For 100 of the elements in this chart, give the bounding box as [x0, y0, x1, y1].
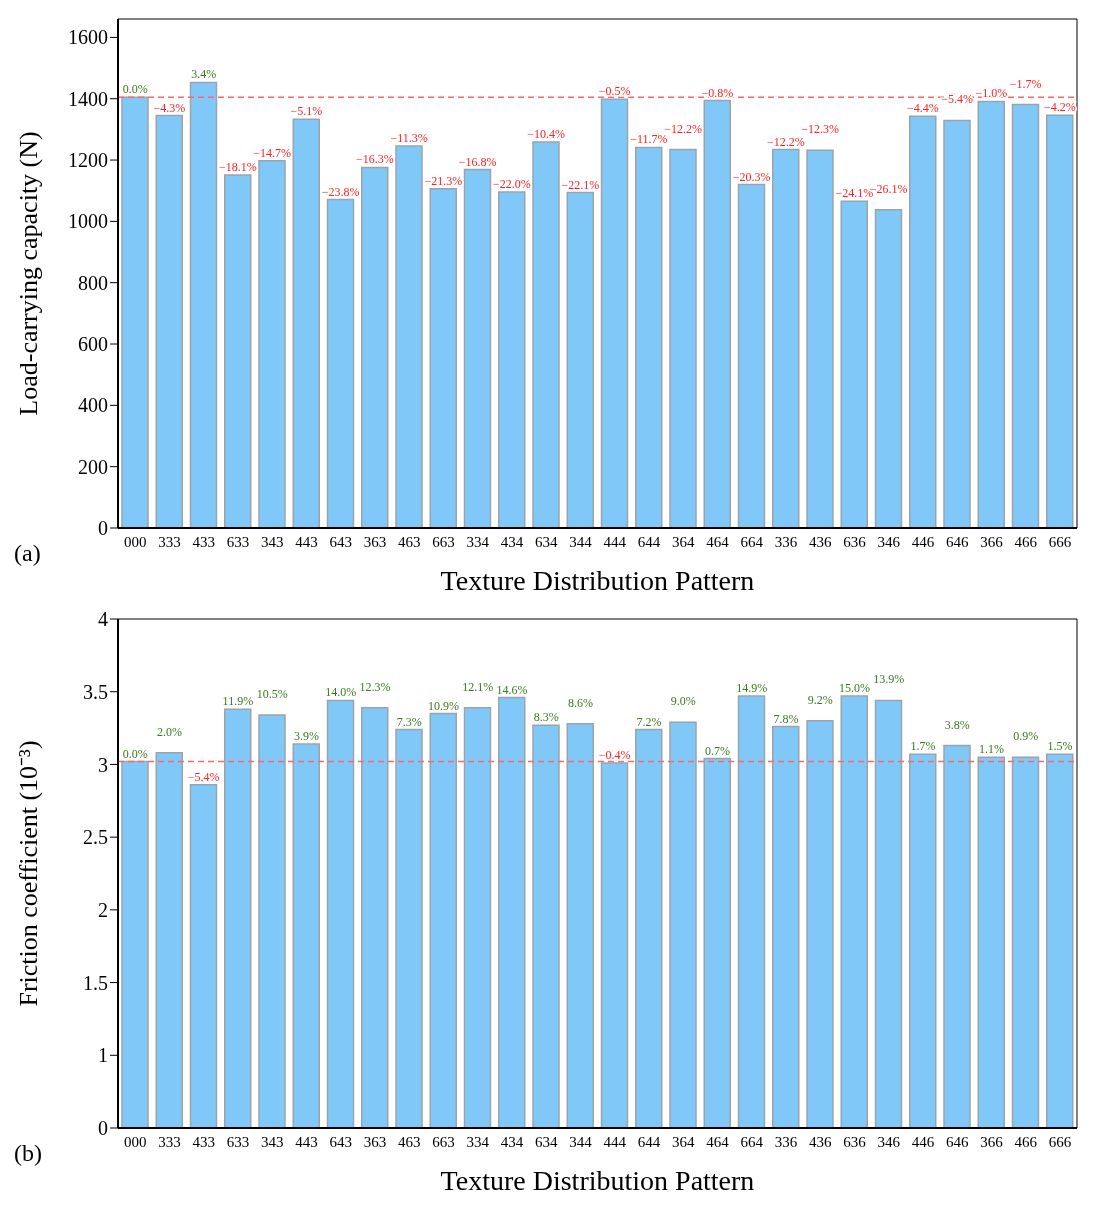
bar: [498, 191, 526, 528]
bar: [772, 148, 800, 528]
bar: [635, 146, 663, 528]
x-tick-label: 343: [260, 533, 284, 550]
y-tick-label: 400: [78, 394, 108, 417]
annotation: −16.8%: [458, 154, 497, 169]
x-tick-label: 633: [226, 533, 250, 550]
annotation: 10.9%: [427, 698, 459, 713]
x-tick-label: 364: [671, 1133, 695, 1150]
annotation: −0.8%: [701, 85, 734, 100]
y-tick-label: 1600: [68, 26, 108, 49]
annotation: −1.7%: [1009, 76, 1042, 91]
annotation: 9.0%: [670, 694, 696, 709]
annotation: 10.5%: [256, 686, 288, 701]
y-tick-label: 800: [78, 271, 108, 294]
annotation: −0.5%: [598, 84, 631, 99]
annotation: 12.1%: [462, 679, 494, 694]
annotation: 14.9%: [736, 681, 768, 696]
annotation: −0.4%: [598, 747, 631, 762]
x-tick-label: 444: [603, 533, 627, 550]
bar: [258, 159, 286, 528]
x-axis-title: Texture Distribution Pattern: [440, 1165, 755, 1196]
annotation: 8.6%: [567, 695, 593, 710]
annotation: 3.4%: [191, 67, 217, 82]
x-tick-label: 344: [569, 533, 593, 550]
bar: [121, 96, 149, 528]
x-tick-label: 446: [911, 1133, 935, 1150]
text: (b): [14, 1140, 42, 1167]
x-tick-label: 334: [466, 533, 490, 550]
x-tick-label: 634: [534, 1133, 558, 1150]
bar: [224, 174, 252, 528]
bar: [566, 191, 594, 528]
y-tick-label: 600: [78, 333, 108, 356]
annotation: 0.0%: [122, 82, 148, 97]
y-tick-label: 1: [98, 1044, 108, 1067]
x-tick-label: 636: [843, 1133, 867, 1150]
y-tick-label: 200: [78, 455, 108, 478]
bar: [326, 198, 355, 528]
annotation: −5.4%: [187, 769, 220, 784]
annotation: −5.1%: [290, 104, 323, 119]
annotation: −1.0%: [975, 86, 1008, 101]
bar: [977, 100, 1005, 528]
annotation: −22.1%: [561, 177, 600, 192]
annotation: −12.3%: [801, 122, 840, 137]
bar: [395, 145, 423, 528]
bar: [600, 98, 629, 528]
annotation: −4.2%: [1043, 100, 1076, 115]
x-tick-label: 343: [260, 1133, 284, 1150]
x-tick-label: 633: [226, 1133, 250, 1150]
bar: [292, 118, 320, 528]
annotation: −16.3%: [355, 152, 394, 167]
y-tick-label: 0: [98, 517, 108, 540]
annotation: 14.0%: [325, 685, 357, 700]
x-tick-label: 464: [706, 533, 730, 550]
x-tick-label: 000: [123, 1133, 147, 1150]
annotation: −22.0%: [492, 176, 531, 191]
bar: [429, 188, 457, 528]
x-tick-label: 436: [808, 1133, 832, 1150]
x-tick-label: 643: [329, 1133, 352, 1150]
x-tick-label: 666: [1048, 1133, 1072, 1150]
x-tick-label: 436: [808, 533, 832, 550]
annotation: 8.3%: [533, 710, 559, 725]
x-tick-label: 363: [363, 1133, 387, 1150]
bar: [943, 119, 971, 528]
annotation: 3.8%: [944, 717, 970, 732]
annotation: 1.7%: [910, 739, 936, 754]
annotation: 7.2%: [636, 714, 662, 729]
annotation: −18.1%: [218, 160, 257, 175]
x-tick-label: 434: [500, 533, 524, 550]
x-axis-title: Texture Distribution Pattern: [440, 565, 755, 596]
x-tick-label: 364: [671, 533, 695, 550]
x-tick-label: 443: [295, 533, 318, 550]
bar: [737, 183, 766, 528]
y-tick-label: 0: [98, 1117, 108, 1140]
bar: [909, 115, 937, 528]
annotation: 9.2%: [807, 692, 833, 707]
annotation: −21.3%: [424, 173, 463, 188]
x-tick-label: 433: [192, 1133, 215, 1150]
x-tick-label: 466: [1014, 533, 1038, 550]
x-tick-label: 366: [980, 1133, 1004, 1150]
x-tick-label: 646: [945, 533, 969, 550]
annotation: 14.6%: [496, 682, 528, 697]
x-tick-label: 664: [740, 1133, 764, 1150]
x-tick-label: 333: [158, 1133, 181, 1150]
annotation: −10.4%: [527, 126, 566, 141]
annotation: −4.4%: [906, 101, 939, 116]
x-tick-label: 434: [500, 1133, 524, 1150]
bar: [874, 208, 903, 528]
x-tick-label: 363: [363, 533, 387, 550]
bar: [155, 114, 183, 528]
x-tick-label: 463: [397, 1133, 421, 1150]
y-axis-title: Load-carrying capacity (N): [14, 131, 44, 416]
x-tick-label: 664: [740, 533, 764, 550]
bar: [1046, 114, 1074, 528]
x-tick-label: 644: [637, 533, 661, 550]
annotation: 13.9%: [873, 672, 905, 687]
y-tick-label: 1.5: [83, 971, 108, 994]
x-tick-label: 443: [295, 1133, 318, 1150]
annotation: 7.3%: [396, 714, 422, 729]
x-tick-label: 336: [774, 533, 798, 550]
